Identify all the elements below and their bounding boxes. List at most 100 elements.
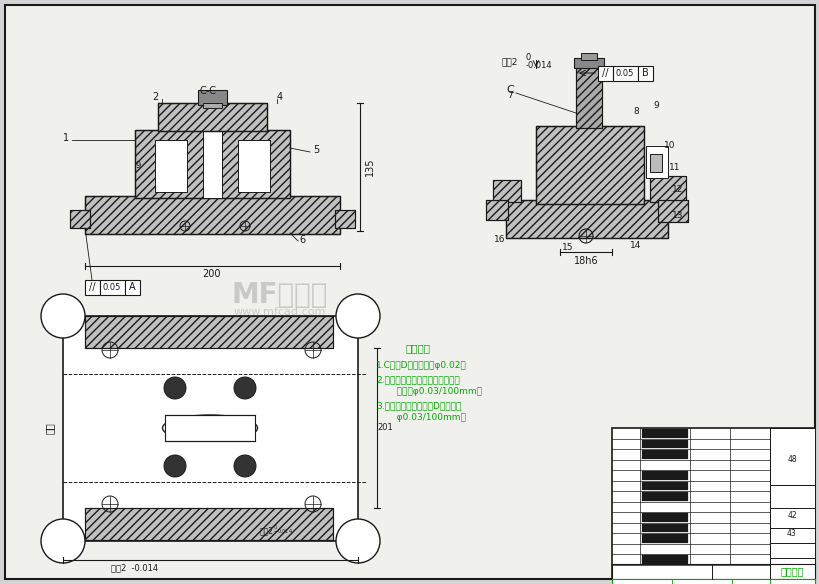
Polygon shape [505,200,667,238]
Polygon shape [165,415,255,441]
Circle shape [164,377,186,399]
Circle shape [41,519,85,563]
Polygon shape [611,428,814,579]
Polygon shape [238,140,269,192]
Circle shape [233,377,256,399]
Text: 2.对夹具各定位元件的定位工作面: 2.对夹具各定位元件的定位工作面 [376,376,459,384]
Polygon shape [85,196,340,234]
Text: 200: 200 [202,269,221,279]
Text: //: // [601,68,608,78]
Polygon shape [486,200,508,220]
Polygon shape [641,555,687,564]
Polygon shape [641,513,687,522]
Text: 0.05: 0.05 [615,68,633,78]
Polygon shape [155,140,187,192]
Text: //: // [88,282,95,292]
Text: 48: 48 [786,456,796,464]
Polygon shape [85,280,100,295]
Text: 1.C面和D面的平行度φ0.02。: 1.C面和D面的平行度φ0.02。 [376,361,466,370]
Text: 平行度φ0.03/100mm。: 平行度φ0.03/100mm。 [387,388,482,397]
Polygon shape [135,130,290,198]
Polygon shape [649,154,661,172]
Text: 42: 42 [786,512,796,520]
Polygon shape [641,429,687,437]
Polygon shape [575,66,601,128]
Text: 铣床夹具: 铣床夹具 [780,566,803,576]
Text: 3.对夹具水平定位面和D面平行度: 3.对夹具水平定位面和D面平行度 [376,402,461,411]
Text: C-C: C-C [199,86,216,96]
Text: 43: 43 [786,529,796,537]
Text: 2: 2 [152,92,158,102]
Polygon shape [611,564,814,579]
Polygon shape [581,53,596,60]
Polygon shape [70,210,90,228]
Polygon shape [641,481,687,490]
Polygon shape [158,103,267,131]
Text: 6: 6 [299,235,305,245]
Circle shape [41,294,85,338]
Circle shape [336,519,379,563]
Polygon shape [597,66,613,81]
Text: 11: 11 [668,164,680,172]
Polygon shape [613,66,637,81]
Text: www.mfcad.com: www.mfcad.com [233,307,326,317]
Polygon shape [645,146,667,178]
Text: 135: 135 [364,158,374,176]
Text: 基尺2  -0.014: 基尺2 -0.014 [111,564,158,572]
Text: $^{0}_{-0.014}$: $^{0}_{-0.014}$ [273,524,292,537]
Text: 9: 9 [135,161,140,169]
Text: φ0.03/100mm。: φ0.03/100mm。 [387,413,465,422]
Text: 18h6: 18h6 [573,256,598,266]
Text: 1: 1 [63,133,69,143]
Text: C: C [505,85,514,95]
Polygon shape [203,103,222,108]
Text: 16: 16 [494,235,505,245]
Text: 13: 13 [672,211,683,221]
Polygon shape [492,180,520,202]
Text: B: B [640,68,648,78]
Polygon shape [641,471,687,479]
Text: 12: 12 [672,186,683,194]
Polygon shape [769,428,814,485]
Polygon shape [641,534,687,543]
Polygon shape [100,280,124,295]
Polygon shape [536,126,643,204]
Text: 201: 201 [377,423,392,433]
Polygon shape [641,450,687,458]
Circle shape [336,294,379,338]
Polygon shape [641,523,687,532]
Polygon shape [649,176,686,202]
Polygon shape [573,58,604,68]
Text: 9: 9 [652,102,658,110]
Circle shape [233,455,256,477]
Text: 7: 7 [506,91,512,99]
Polygon shape [5,5,814,579]
Text: 5: 5 [313,145,319,155]
Text: 8: 8 [632,107,638,116]
Polygon shape [85,508,333,540]
Polygon shape [335,210,355,228]
Polygon shape [641,492,687,500]
Text: MF沐风网: MF沐风网 [232,281,328,309]
Polygon shape [124,280,140,295]
Polygon shape [769,485,814,579]
Polygon shape [85,316,333,348]
Text: 0: 0 [525,53,531,61]
Text: 技术要求: 技术要求 [405,343,430,353]
Text: 铣刀: 铣刀 [45,422,55,434]
Text: 15: 15 [562,244,573,252]
Text: 10: 10 [663,141,675,151]
Circle shape [164,455,186,477]
Text: A: A [129,282,135,292]
Text: 基尺2: 基尺2 [501,57,518,67]
Text: 14: 14 [630,242,641,251]
Text: 基尺2: 基尺2 [260,526,274,535]
Polygon shape [611,579,814,584]
Polygon shape [641,440,687,448]
Polygon shape [63,316,358,541]
Text: 0.05: 0.05 [102,283,121,291]
Text: -0.014: -0.014 [525,61,552,69]
Polygon shape [637,66,652,81]
Polygon shape [197,90,227,105]
Text: 4: 4 [277,92,283,102]
